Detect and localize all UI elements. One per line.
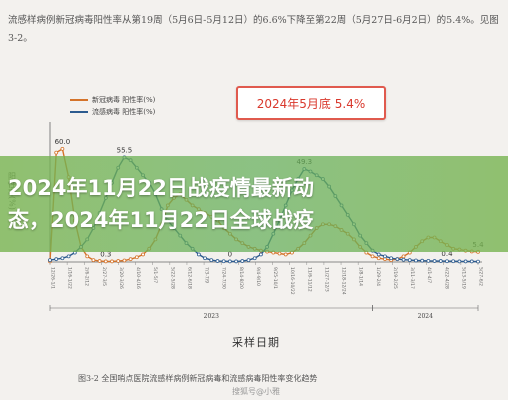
series-0-point-6 xyxy=(85,254,90,259)
series-1-point-2 xyxy=(60,256,65,261)
series-0-point-14 xyxy=(134,255,139,260)
x-tick-label-15: 11/6-11/12 xyxy=(306,267,312,292)
intro-paragraph: 流感样病例新冠病毒阳性率从第19周（5月6日-5月12日）的6.6%下降至第22… xyxy=(8,12,500,48)
series-0-point-7 xyxy=(91,258,96,263)
series-1-point-59 xyxy=(414,258,418,263)
legend-label-flu: 流感病毒 阳性率(%) xyxy=(92,108,156,116)
series-1-point-68 xyxy=(469,259,474,264)
series-1-point-25 xyxy=(203,256,207,261)
x-tick-label-18: 1/8-1/14 xyxy=(358,267,364,286)
x-tick-label-24: 5/13-5/19 xyxy=(460,267,466,289)
legend-swatch-covid xyxy=(70,99,88,101)
series-1-point-30 xyxy=(234,259,238,264)
callout-box: 2024年5月底 5.4% xyxy=(236,86,386,120)
x-tick-label-10: 7/24-7/30 xyxy=(221,267,227,289)
series-0-point-13 xyxy=(128,257,133,262)
x-tick-label-25: 5/27-6/2 xyxy=(478,267,484,286)
series-1-point-33 xyxy=(252,256,257,261)
x-tick-label-16: 11/27-12/3 xyxy=(323,267,329,292)
series-1-point-62 xyxy=(432,259,437,263)
series-1-point-1 xyxy=(54,257,59,262)
series-1-point-65 xyxy=(451,259,456,264)
legend-item-flu: 流感病毒 阳性率(%) xyxy=(70,106,155,118)
series-1-point-60 xyxy=(420,258,425,263)
headline-line-2: 态，2024年11月22日全球战疫 xyxy=(8,208,314,232)
x-tick-label-21: 3/11-3/17 xyxy=(409,267,415,289)
series-0-point-37 xyxy=(277,251,282,256)
series-1-point-54 xyxy=(383,254,387,259)
series-1-point-26 xyxy=(209,258,214,263)
legend-label-covid: 新冠病毒 阳性率(%) xyxy=(92,96,156,104)
series-1-point-31 xyxy=(240,259,245,263)
x-tick-label-19: 1/29-2/4 xyxy=(375,267,381,286)
intro-text: 流感样病例新冠病毒阳性率从第19周（5月6日-5月12日）的6.6%下降至第22… xyxy=(8,15,499,44)
series-0-point-10 xyxy=(110,259,114,264)
series-1-point-27 xyxy=(215,259,220,263)
series-1-point-58 xyxy=(407,258,412,263)
series-0-point-53 xyxy=(376,256,381,261)
x-tick-label-14: 10/16-10/22 xyxy=(289,267,295,295)
x-tick-label-9: 7/3-7/9 xyxy=(204,267,210,283)
x-tick-label-22: 4/1-4/7 xyxy=(426,267,432,283)
series-0-point-1 xyxy=(54,150,59,155)
x-tick-label-23: 4/22-4/28 xyxy=(443,267,449,289)
series-1-point-29 xyxy=(227,259,232,264)
x-tick-label-8: 6/12-6/18 xyxy=(186,267,192,289)
x-tick-label-6: 5/1-5/7 xyxy=(152,267,158,283)
x-tick-label-13: 9/25-10/1 xyxy=(272,267,278,289)
x-tick-label-12: 9/4-9/10 xyxy=(255,267,261,286)
series-1-point-24 xyxy=(196,252,201,257)
x-axis-title: 采样日期 xyxy=(232,336,280,349)
series-1-point-56 xyxy=(395,257,400,262)
legend: 新冠病毒 阳性率(%) 流感病毒 阳性率(%) xyxy=(70,94,155,118)
series-1-point-61 xyxy=(426,258,431,263)
x-tick-label-17: 12/18-12/24 xyxy=(341,267,347,295)
x-tick-label-1: 1/16-1/22 xyxy=(67,267,73,289)
series-0-point-8 xyxy=(97,259,102,263)
watermark: 搜狐号@小雅 xyxy=(232,387,280,396)
series-0-point-57 xyxy=(401,254,406,259)
x-tick-label-0: 12/26-1/1 xyxy=(50,267,56,289)
x-tick-label-20: 2/19-2/25 xyxy=(392,267,398,289)
data-label-5: 0.4 xyxy=(441,250,453,258)
series-1-point-34 xyxy=(258,252,263,257)
series-1-point-3 xyxy=(66,254,71,259)
series-1-point-67 xyxy=(463,259,468,264)
series-0-point-38 xyxy=(283,252,288,257)
x-tick-label-11: 8/14-8/20 xyxy=(238,267,244,289)
headline-banner[interactable]: 2024年11月22日战疫情最新动 态，2024年11月22日全球战疫 xyxy=(0,156,508,252)
year-label-1: 2024 xyxy=(418,313,433,320)
series-0-point-9 xyxy=(103,259,108,264)
legend-swatch-flu xyxy=(70,111,88,113)
figure-caption: 图3-2 全国哨点医院流感样病例新冠病毒和流感病毒阳性率变化趋势 xyxy=(78,374,318,383)
series-0-point-15 xyxy=(141,252,145,257)
x-tick-label-5: 4/10-4/16 xyxy=(135,267,141,289)
x-tick-label-4: 3/20-3/26 xyxy=(118,267,124,289)
callout-text: 2024年5月底 5.4% xyxy=(256,96,366,111)
year-label-0: 2023 xyxy=(204,313,219,320)
series-1-point-55 xyxy=(389,256,394,261)
data-label-4: 0 xyxy=(228,250,232,258)
series-1-point-32 xyxy=(246,258,251,263)
series-1-point-0 xyxy=(48,258,52,263)
series-1-point-53 xyxy=(376,252,381,257)
series-1-point-28 xyxy=(221,259,226,264)
series-1-point-64 xyxy=(445,259,449,264)
series-1-point-66 xyxy=(457,259,462,264)
data-label-0: 60.0 xyxy=(55,138,71,146)
series-1-point-57 xyxy=(401,257,406,262)
headline-line-1: 2024年11月22日战疫情最新动 xyxy=(8,176,314,200)
series-0-point-2 xyxy=(60,146,65,151)
data-label-3: 0.3 xyxy=(100,250,111,258)
x-tick-label-7: 5/22-5/28 xyxy=(169,267,175,289)
series-1-point-63 xyxy=(438,259,443,263)
x-tick-label-2: 2/6-2/12 xyxy=(84,267,90,286)
series-0-point-12 xyxy=(122,258,127,263)
legend-item-covid: 新冠病毒 阳性率(%) xyxy=(70,94,155,106)
x-tick-label-3: 2/27-3/5 xyxy=(101,267,107,286)
series-0-point-52 xyxy=(370,254,375,259)
data-label-1: 55.5 xyxy=(117,146,133,154)
